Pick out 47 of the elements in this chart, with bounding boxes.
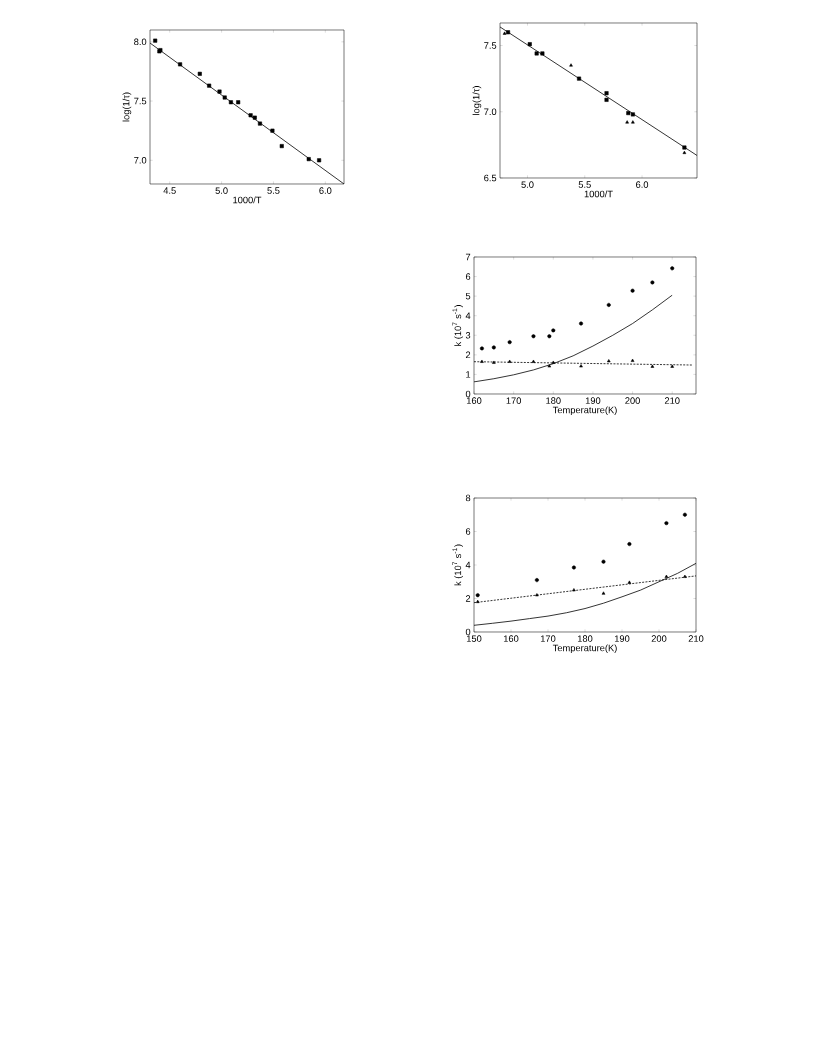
x-axis-title: 1000/T (233, 196, 262, 204)
y-tick-label: 3 (465, 332, 471, 339)
y-axis-title: k (10$^{7}$ s$^{-1}$) (452, 305, 463, 346)
x-tick-label: 200 (651, 635, 667, 642)
x-tick-label: 5.5 (267, 187, 280, 194)
y-tick-label: 1 (466, 371, 471, 378)
x-tick-label: 210 (688, 635, 704, 642)
y-tick-label: 4 (465, 312, 471, 319)
x-tick-label: 190 (614, 635, 630, 642)
y-tick-label: 0 (465, 628, 471, 636)
y-tick-label: 7.0 (134, 157, 147, 164)
x-tick-label: 4.5 (163, 187, 176, 194)
y-tick-label: 8.0 (134, 38, 147, 46)
y-tick-label: 2 (465, 351, 471, 359)
x-tick-label: 160 (466, 397, 482, 404)
y-tick-label: 6 (465, 528, 471, 535)
x-tick-label: 5.0 (215, 187, 228, 194)
x-tick-label: 190 (585, 397, 601, 404)
y-tick-label: 7 (465, 253, 471, 261)
y-tick-label: 5 (465, 292, 471, 300)
x-tick-label: 200 (625, 397, 640, 404)
y-axis-title: log(1/τ) (122, 92, 132, 122)
x-tick-label: 210 (664, 397, 680, 404)
x-axis-title: 1000/T (584, 190, 613, 198)
y-tick-label: 4 (465, 561, 471, 569)
x-tick-label: 6.0 (636, 181, 649, 188)
y-axis-title: k (10$^{7}$ s$^{-1}$) (452, 544, 463, 586)
y-tick-label: 6 (465, 273, 471, 280)
x-tick-label: 150 (466, 635, 482, 642)
x-tick-label: 5.5 (578, 181, 591, 188)
x-tick-label: 6.0 (319, 187, 332, 194)
x-tick-label: 160 (503, 635, 519, 642)
x-axis-title: Temperature(K) (552, 644, 617, 654)
y-tick-label: 7.5 (484, 42, 497, 49)
x-axis-title: Temperature(K) (552, 406, 617, 416)
y-axis-title: log(1/τ) (472, 86, 482, 115)
x-tick-label: 180 (546, 397, 561, 404)
x-tick-label: 170 (506, 397, 522, 404)
y-tick-label: 6.5 (484, 174, 497, 182)
x-tick-label: 170 (540, 635, 556, 642)
y-tick-label: 8 (465, 494, 471, 502)
x-tick-label: 5.0 (521, 181, 534, 188)
y-tick-label: 7.5 (134, 97, 147, 105)
y-tick-label: 0 (465, 390, 471, 398)
y-tick-label: 7.0 (484, 108, 497, 116)
x-tick-label: 180 (577, 635, 593, 642)
y-tick-label: 2 (465, 595, 471, 602)
